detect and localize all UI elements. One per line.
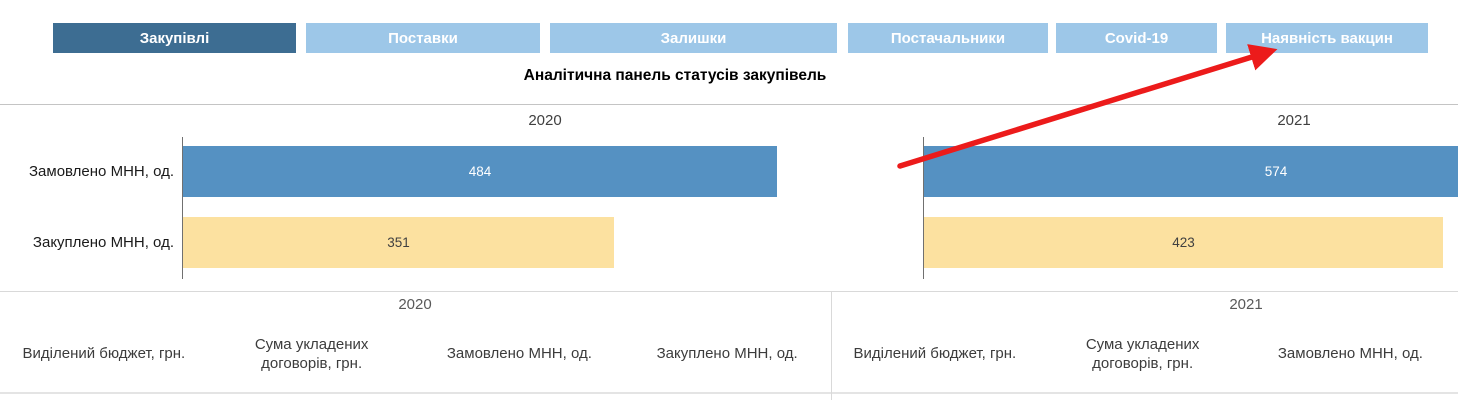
table-year-2021: 2021 — [1229, 296, 1263, 313]
column-header-budget: Виділений бюджет, грн. — [853, 345, 1017, 363]
tab-zakupivli[interactable]: Закупівлі — [53, 23, 296, 53]
tab-zalyshky[interactable]: Залишки — [550, 23, 837, 53]
bar-2020-purchased[interactable]: 351 — [183, 217, 614, 268]
chart-top-divider — [0, 104, 1458, 105]
table-header-2020: Виділений бюджет, грн. Сума укладених до… — [0, 322, 831, 386]
bar-value-label: 423 — [1172, 235, 1195, 250]
bar-2020-ordered[interactable]: 484 — [183, 146, 777, 197]
table-row-divider — [0, 392, 1458, 394]
tab-nayavnist-vakcyn[interactable]: Наявність вакцин — [1226, 23, 1428, 53]
column-header-budget: Виділений бюджет, грн. — [22, 345, 186, 363]
page-title: Аналітична панель статусів закупівель — [523, 67, 827, 84]
column-header-contracts-sum: Сума укладених договорів, грн. — [1085, 335, 1200, 373]
tab-label: Постачальники — [890, 29, 1006, 47]
tab-covid-19[interactable]: Covid-19 — [1056, 23, 1217, 53]
tab-label: Covid-19 — [1104, 29, 1169, 47]
tab-label: Поставки — [388, 29, 458, 47]
bar-2021-ordered[interactable]: 574 — [924, 146, 1458, 197]
chart-bottom-divider — [0, 291, 1458, 292]
bar-value-label: 574 — [1264, 164, 1288, 179]
chart-group-label-2020: 2020 — [528, 112, 562, 129]
tab-postavky[interactable]: Поставки — [306, 23, 540, 53]
axis-baseline-2020 — [182, 137, 183, 279]
column-header-contracts-sum: Сума укладених договорів, грн. — [254, 335, 369, 373]
bar-value-label: 484 — [468, 164, 492, 179]
category-label-ordered: Замовлено МНН, од. — [29, 163, 174, 180]
axis-baseline-2021 — [923, 137, 924, 279]
column-header-ordered: Замовлено МНН, од. — [446, 345, 592, 363]
bar-value-label: 351 — [387, 235, 410, 250]
table-section-divider — [831, 292, 832, 400]
table-year-2020: 2020 — [398, 296, 432, 313]
column-header-purchased: Закуплено МНН, од. — [656, 345, 798, 363]
chart-group-label-2021: 2021 — [1277, 112, 1311, 129]
tab-label: Наявність вакцин — [1261, 29, 1393, 47]
table-header-2021: Виділений бюджет, грн. Сума укладених до… — [831, 322, 1458, 386]
bar-2021-purchased[interactable]: 423 — [924, 217, 1443, 268]
tab-label: Закупівлі — [139, 29, 210, 47]
category-label-purchased: Закуплено МНН, од. — [32, 234, 174, 251]
tab-label: Залишки — [660, 29, 727, 47]
column-header-ordered: Замовлено МНН, од. — [1277, 345, 1423, 363]
tab-postachalnyky[interactable]: Постачальники — [848, 23, 1048, 53]
